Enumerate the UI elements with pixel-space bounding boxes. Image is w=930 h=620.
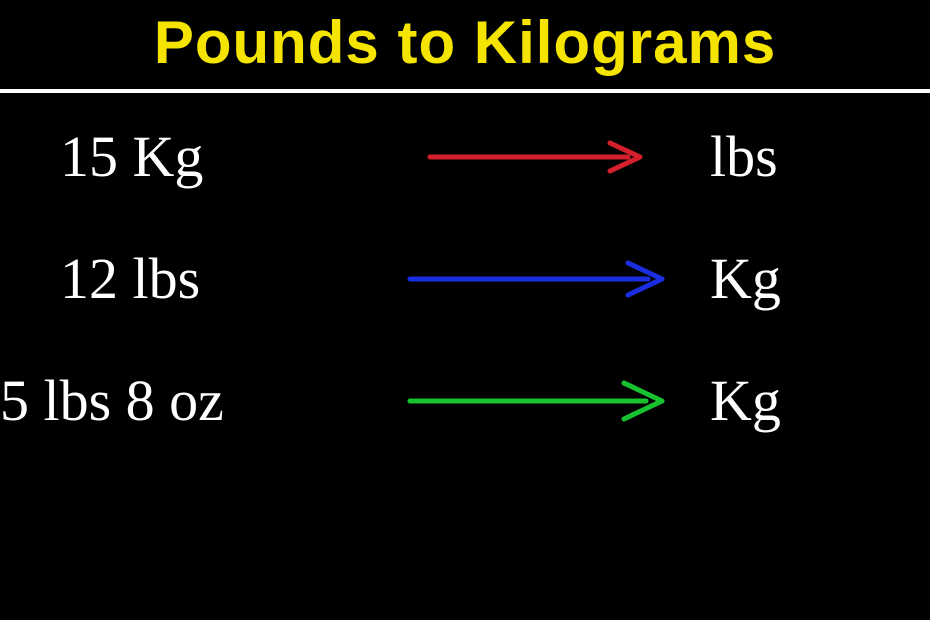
row3-right-unit: Kg [680, 367, 930, 434]
row1-arrow-container [400, 137, 680, 177]
conversion-row-1: 15 Kg lbs [0, 123, 930, 190]
row2-right-unit: Kg [680, 245, 930, 312]
conversion-row-3: 5 lbs 8 oz Kg [0, 367, 930, 434]
header: Pounds to Kilograms [0, 0, 930, 89]
conversion-row-2: 12 lbs Kg [0, 245, 930, 312]
page-title: Pounds to Kilograms [154, 9, 776, 76]
row1-left-value: 15 Kg [60, 123, 400, 190]
row2-arrow-container [400, 259, 680, 299]
row2-left-value: 12 lbs [60, 245, 400, 312]
content-area: 15 Kg lbs 12 lbs Kg 5 lbs 8 oz Kg [0, 93, 930, 434]
arrow-icon [410, 379, 670, 423]
row3-arrow-container [400, 379, 680, 423]
arrow-icon [410, 259, 670, 299]
arrow-icon [430, 137, 650, 177]
row1-right-unit: lbs [680, 123, 930, 190]
row3-left-value: 5 lbs 8 oz [0, 367, 400, 434]
